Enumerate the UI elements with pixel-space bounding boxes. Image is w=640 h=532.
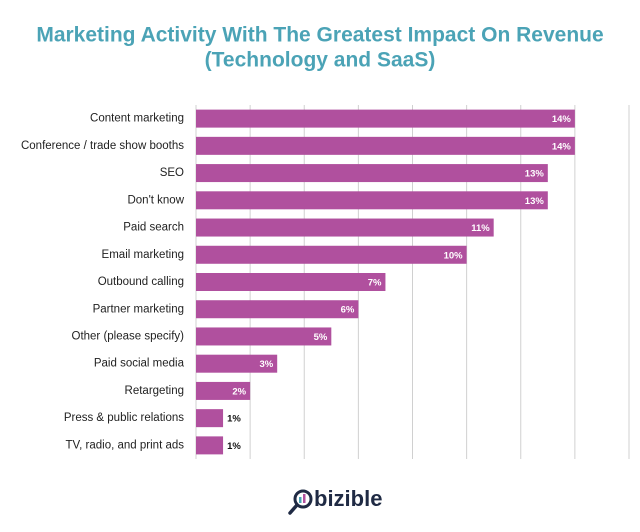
value-label: 13% [525,196,545,207]
value-label: 14% [552,141,572,152]
category-label: Other (please specify) [72,330,185,342]
value-label: 5% [314,332,328,343]
value-label: 3% [259,359,273,370]
value-label: 1% [227,441,241,452]
value-label: 2% [232,386,246,397]
bar [196,381,251,400]
category-label: Retargeting [125,385,184,397]
logo-icon [288,489,313,515]
chart-title: Marketing Activity With The Greatest Imp… [36,24,603,47]
bar [196,436,224,455]
value-label: 1% [227,414,241,425]
value-label: 7% [368,278,382,289]
category-label: Paid social media [94,358,185,370]
logo: bizible [314,486,382,511]
value-label: 11% [471,223,490,234]
category-label: TV, radio, and print ads [66,439,185,451]
category-label: Conference / trade show booths [21,140,184,152]
category-label: Paid search [123,222,184,234]
bar [196,245,467,264]
bar [196,300,359,319]
category-label: Press & public relations [64,412,184,424]
category-label: Partner marketing [93,303,184,315]
bar [196,136,575,155]
value-label: 6% [341,305,355,316]
value-label: 13% [525,169,545,180]
category-label: Don't know [127,194,184,206]
category-label: Outbound calling [98,276,184,288]
bar [196,164,548,183]
value-label: 10% [444,250,464,261]
value-label: 14% [552,114,572,125]
bar [196,409,224,428]
bar [196,327,332,346]
category-label: Email marketing [102,249,184,261]
bar [196,273,386,291]
bar [196,109,575,128]
category-label: SEO [160,167,184,179]
bar [196,218,494,237]
chart-subtitle: (Technology and SaaS) [205,49,436,72]
bar [196,191,548,210]
category-label: Content marketing [90,113,184,125]
bar [196,354,278,373]
